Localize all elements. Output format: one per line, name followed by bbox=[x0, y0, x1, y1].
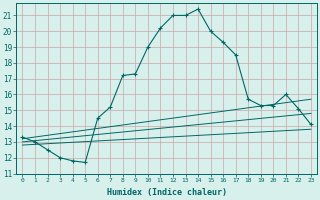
X-axis label: Humidex (Indice chaleur): Humidex (Indice chaleur) bbox=[107, 188, 227, 197]
